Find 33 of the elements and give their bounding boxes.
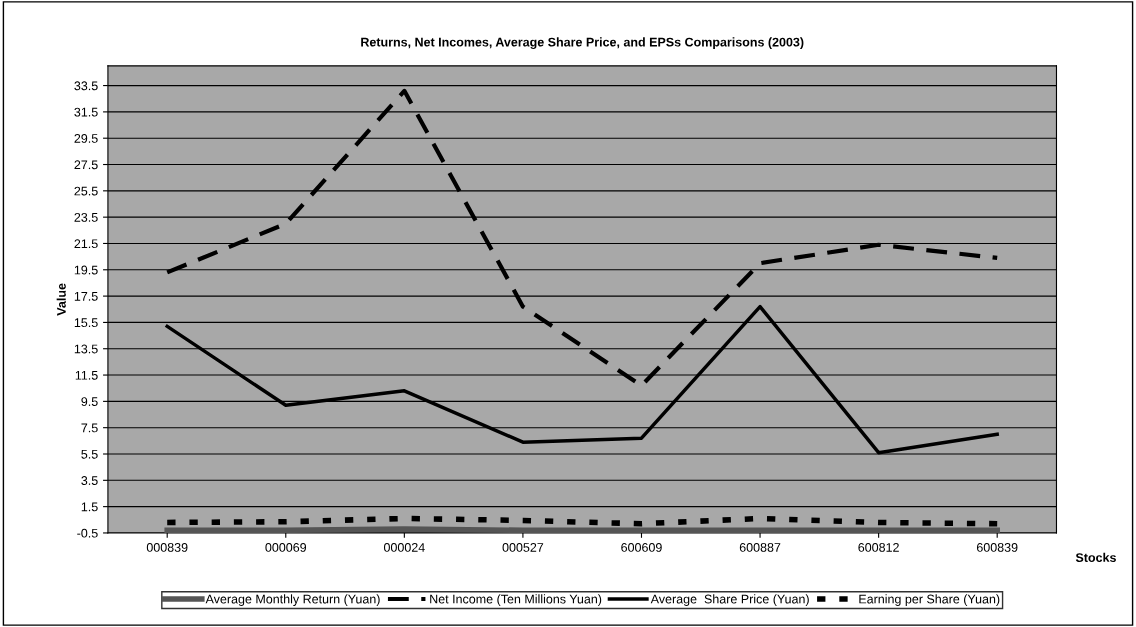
- x-tick-label: 600887: [739, 543, 781, 552]
- x-tick-label: 000024: [383, 543, 425, 552]
- y-tick-label: 3.5: [81, 476, 98, 485]
- x-tick-label: 000839: [146, 543, 188, 552]
- legend-label: Average Monthly Return (Yuan): [205, 594, 380, 606]
- y-axis-title: Value: [56, 283, 66, 316]
- y-tick-label: -0.5: [77, 528, 98, 538]
- chart-title: Returns, Net Incomes, Average Share Price, and EPSs Comparisons (2003): [361, 37, 804, 50]
- legend-label: Earning per Share (Yuan): [859, 594, 1000, 606]
- y-tick-label: 1.5: [81, 502, 98, 512]
- y-tick-label: 31.5: [74, 107, 98, 117]
- x-tick-label: 600609: [621, 543, 662, 552]
- x-tick-label: 000069: [265, 543, 307, 552]
- y-tick-label: 13.5: [74, 344, 98, 354]
- y-tick-label: 15.5: [74, 318, 98, 328]
- y-tick-label: 7.5: [81, 423, 98, 433]
- y-tick-label: 5.5: [81, 449, 98, 459]
- x-tick-label: 000527: [502, 543, 544, 552]
- y-tick-label: 19.5: [74, 265, 98, 275]
- legend-label: Net Income (Ten Millions Yuan): [430, 594, 602, 606]
- legend-label: Average Share Price (Yuan): [650, 594, 809, 606]
- y-tick-label: 11.5: [75, 370, 98, 380]
- y-tick-label: 21.5: [74, 239, 98, 249]
- y-tick-label: 9.5: [81, 397, 98, 407]
- x-tick-label: 600812: [858, 543, 899, 552]
- y-tick-label: 23.5: [74, 212, 98, 222]
- y-tick-label: 17.5: [74, 292, 98, 301]
- x-tick-label: 600839: [976, 543, 1018, 552]
- y-tick-label: 29.5: [74, 134, 98, 143]
- y-tick-label: 25.5: [74, 186, 98, 196]
- y-tick-label: 27.5: [74, 160, 98, 170]
- y-tick-label: 33.5: [74, 81, 98, 91]
- x-axis-title: Stocks: [1075, 552, 1116, 562]
